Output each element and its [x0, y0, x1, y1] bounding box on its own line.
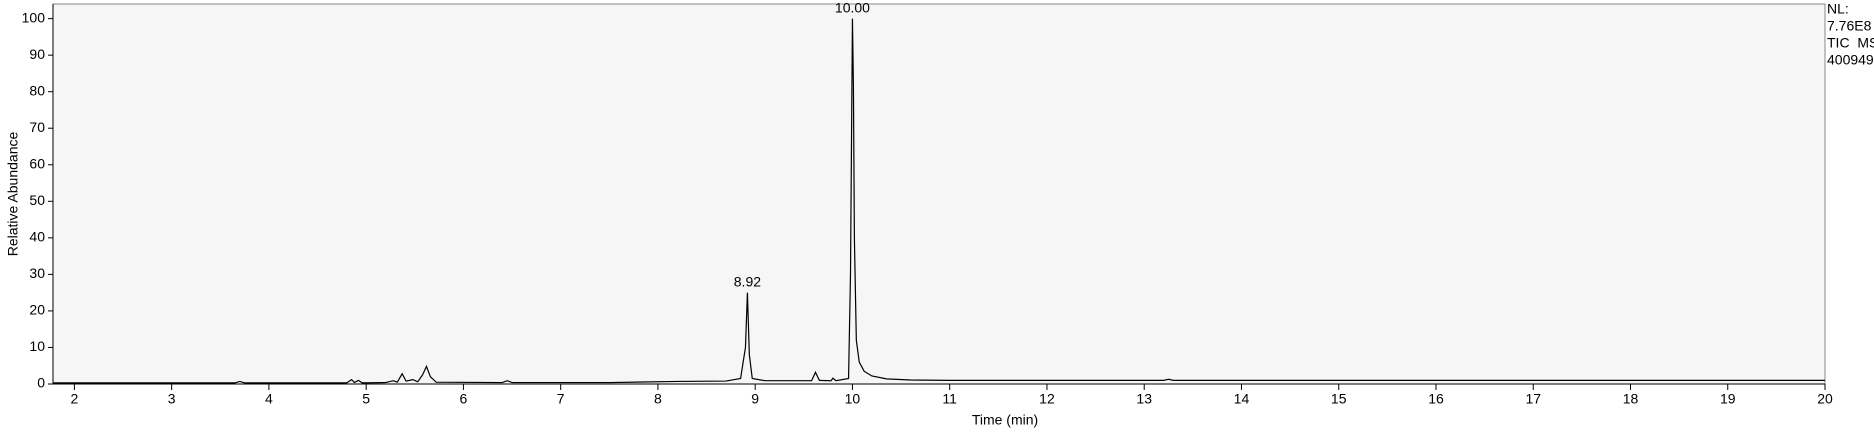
y-axis-label: Relative Abundance — [5, 132, 21, 257]
x-tick-label: 13 — [1136, 391, 1152, 407]
x-tick-label: 11 — [942, 391, 957, 407]
x-tick-label: 19 — [1720, 391, 1736, 407]
info-text: 400949 — [1827, 52, 1874, 68]
peak-label: 10.00 — [835, 0, 870, 15]
y-tick-label: 60 — [29, 155, 45, 171]
x-tick-label: 14 — [1234, 391, 1250, 407]
y-tick-label: 50 — [29, 192, 45, 208]
trace — [53, 18, 1825, 384]
x-tick-label: 5 — [362, 391, 370, 407]
x-tick-label: 6 — [460, 391, 468, 407]
info-text: 7.76E8 — [1827, 18, 1872, 34]
peak-label: 8.92 — [734, 273, 761, 289]
y-tick-label: 30 — [29, 265, 45, 281]
y-tick-label: 10 — [29, 338, 45, 354]
y-tick-label: 80 — [29, 82, 45, 98]
x-tick-label: 7 — [557, 391, 565, 407]
x-tick-label: 8 — [654, 391, 662, 407]
x-tick-label: 17 — [1525, 391, 1541, 407]
x-tick-label: 18 — [1623, 391, 1639, 407]
x-tick-label: 20 — [1817, 391, 1833, 407]
plot-area — [52, 3, 1826, 385]
x-tick-label: 3 — [168, 391, 176, 407]
y-tick-label: 20 — [29, 302, 45, 318]
info-text: NL: — [1827, 1, 1849, 17]
x-tick-label: 9 — [751, 391, 759, 407]
y-tick-label: 90 — [29, 46, 45, 62]
x-tick-label: 15 — [1331, 391, 1347, 407]
info-text: TIC MS — [1827, 35, 1874, 51]
x-tick-label: 4 — [265, 391, 273, 407]
x-axis-label: Time (min) — [972, 412, 1038, 428]
x-tick-label: 10 — [845, 391, 861, 407]
y-tick-label: 100 — [22, 9, 46, 25]
x-tick-label: 12 — [1039, 391, 1055, 407]
x-tick-label: 2 — [70, 391, 78, 407]
y-tick-label: 70 — [29, 119, 45, 135]
x-tick-label: 16 — [1428, 391, 1444, 407]
y-tick-label: 0 — [37, 375, 45, 391]
y-tick-label: 40 — [29, 229, 45, 245]
